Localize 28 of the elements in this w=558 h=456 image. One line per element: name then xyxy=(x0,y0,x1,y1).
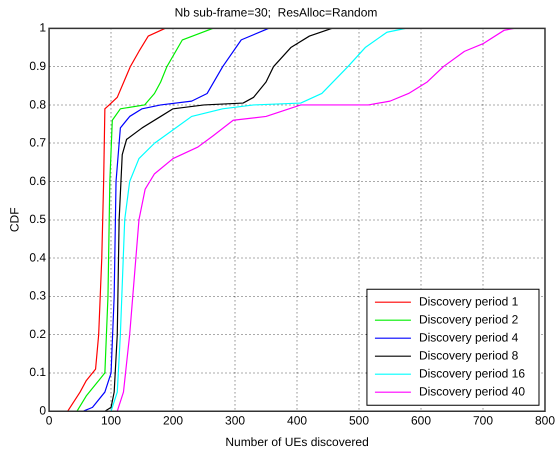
legend-label: Discovery period 16 xyxy=(418,366,526,381)
y-tick-label: 1 xyxy=(39,20,46,35)
x-tick-label: 300 xyxy=(225,414,246,428)
legend-label: Discovery period 4 xyxy=(418,330,519,345)
x-tick-label: 100 xyxy=(101,414,122,428)
x-tick-label: 400 xyxy=(287,414,308,428)
y-tick-label: 0.7 xyxy=(29,136,46,150)
x-tick-label: 700 xyxy=(472,414,494,428)
legend-label: Discovery period 2 xyxy=(418,312,519,327)
y-tick-label: 0.6 xyxy=(29,174,46,188)
x-tick-label: 500 xyxy=(349,414,370,428)
y-tick-label: 0.4 xyxy=(29,250,46,264)
y-tick-label: 0.3 xyxy=(29,288,46,303)
legend-label: Discovery period 40 xyxy=(418,384,526,399)
y-axis-title: CDF xyxy=(8,207,22,232)
y-tick-label: 0.9 xyxy=(29,58,46,73)
y-tick-label: 0.5 xyxy=(29,212,46,226)
chart-title: Nb sub-frame=30; ResAlloc=Random xyxy=(174,6,378,20)
y-tick-label: 0.1 xyxy=(29,365,46,380)
y-tick-label: 0 xyxy=(39,404,46,418)
x-tick-label: 800 xyxy=(534,414,556,428)
x-tick-label: 600 xyxy=(410,414,432,428)
legend-label: Discovery period 8 xyxy=(418,348,519,363)
y-tick-label: 0.2 xyxy=(29,326,46,341)
y-tick-label: 0.8 xyxy=(29,97,46,112)
legend-label: Discovery period 1 xyxy=(418,294,519,309)
x-axis-title: Number of UEs discovered xyxy=(225,435,369,450)
x-tick-label: 200 xyxy=(163,414,184,428)
